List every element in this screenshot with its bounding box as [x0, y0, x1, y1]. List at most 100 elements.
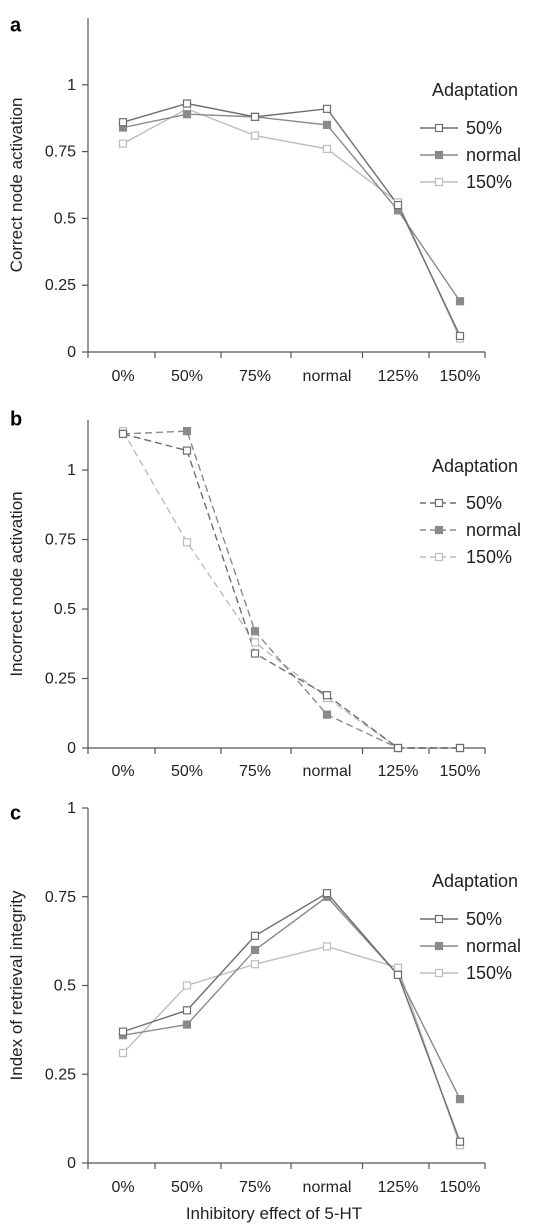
x-tick-label: normal	[303, 763, 352, 780]
data-point-s0-1	[182, 446, 192, 455]
series-line-0	[122, 102, 461, 337]
data-point-s0-1	[182, 99, 192, 108]
y-axis-label: Incorrect node activation	[7, 491, 26, 676]
legend-swatch-marker	[434, 914, 444, 924]
x-tick-label: 150%	[440, 1179, 481, 1196]
data-point-s1-5	[455, 297, 465, 306]
panel-letter: a	[10, 15, 22, 37]
legend-swatch-marker	[434, 498, 444, 508]
legend-swatch-marker	[434, 941, 444, 951]
data-point-s0-0	[118, 429, 128, 438]
y-tick-label: 0.25	[45, 1066, 76, 1083]
data-point-s1-2	[250, 627, 260, 636]
data-point-s2-0	[118, 139, 128, 148]
x-tick-label: 150%	[440, 368, 481, 385]
legend-swatch-marker	[434, 552, 444, 562]
y-tick-label: 0	[67, 344, 76, 361]
x-axis-label: Inhibitory effect of 5-HT	[186, 1204, 362, 1223]
data-point-s2-4	[393, 963, 403, 972]
legend-swatch-marker	[434, 968, 444, 978]
y-tick-label: 0	[67, 1155, 76, 1172]
y-tick-label: 0	[67, 740, 76, 757]
data-point-s0-2	[250, 931, 260, 940]
data-point-s0-2	[250, 649, 260, 658]
x-tick-label: 75%	[239, 763, 271, 780]
y-tick-label: 1	[67, 77, 76, 94]
x-tick-label: 150%	[440, 763, 481, 780]
y-tick-label: 0.25	[45, 671, 76, 688]
legend-item-label: 150%	[466, 547, 512, 567]
data-point-s2-3	[322, 942, 332, 951]
y-tick-label: 1	[67, 800, 76, 817]
data-point-s2-2	[250, 131, 260, 140]
data-point-s0-4	[393, 970, 403, 979]
x-tick-label: 50%	[171, 1179, 203, 1196]
y-tick-label: 0.5	[54, 978, 76, 995]
x-tick-label: 125%	[378, 763, 419, 780]
legend-item-label: 150%	[466, 172, 512, 192]
x-tick-label: 50%	[171, 368, 203, 385]
x-tick-label: normal	[303, 368, 352, 385]
legend-item-label: 50%	[466, 493, 502, 513]
legend-item-label: normal	[466, 936, 521, 956]
data-point-s1-1	[182, 427, 192, 436]
x-tick-label: 50%	[171, 763, 203, 780]
y-tick-label: 0.75	[45, 144, 76, 161]
legend-item-label: 50%	[466, 909, 502, 929]
data-point-s1-2	[250, 945, 260, 955]
data-point-s2-1	[182, 981, 192, 990]
data-point-s1-3	[322, 120, 332, 129]
data-point-s0-3	[322, 104, 332, 113]
y-tick-label: 0.75	[45, 532, 76, 549]
data-point-s0-3	[322, 691, 332, 700]
legend-item-label: 50%	[466, 118, 502, 138]
data-point-s2-2	[250, 638, 260, 647]
data-point-s1-1	[182, 1020, 192, 1029]
y-tick-label: 0.5	[54, 210, 76, 227]
panel-letter: b	[10, 409, 22, 431]
legend-item-label: normal	[466, 145, 521, 165]
x-tick-label: 0%	[111, 1179, 134, 1196]
x-tick-label: 125%	[378, 368, 419, 385]
y-tick-label: 0.75	[45, 889, 76, 906]
legend-swatch-marker	[434, 525, 444, 535]
x-tick-label: normal	[303, 1179, 352, 1196]
data-point-s0-1	[182, 1006, 192, 1015]
y-axis-label: Index of retrieval integrity	[7, 890, 26, 1080]
data-point-s0-0	[118, 118, 128, 127]
series-line-2	[122, 108, 461, 339]
y-tick-label: 0.5	[54, 601, 76, 618]
data-point-s0-0	[118, 1027, 128, 1036]
x-tick-label: 75%	[239, 1179, 271, 1196]
legend-item-label: normal	[466, 520, 521, 540]
y-tick-label: 0.25	[45, 277, 76, 294]
legend-swatch-marker	[434, 177, 444, 187]
x-tick-label: 125%	[378, 1179, 419, 1196]
legend-swatch-marker	[434, 123, 444, 133]
series-line-1	[122, 430, 460, 749]
legend-title: Adaptation	[432, 80, 518, 100]
series-line-1	[122, 895, 461, 1100]
legend-item-label: 150%	[466, 963, 512, 983]
legend-title: Adaptation	[432, 871, 518, 891]
chart-panel-c: c 0 0.25 0.5 0.75 1 0% 50% 75% normal 125% 150% Inde…	[7, 800, 521, 1223]
x-tick-label: 0%	[111, 368, 134, 385]
data-point-s0-5	[455, 743, 465, 753]
x-tick-label: 75%	[239, 368, 271, 385]
data-point-s1-1	[182, 110, 192, 119]
data-point-s2-1	[182, 538, 192, 547]
legend-swatch-marker	[434, 150, 444, 160]
series-line-0	[122, 433, 460, 749]
legend-title: Adaptation	[432, 456, 518, 476]
data-point-s0-4	[393, 743, 403, 753]
data-point-s0-2	[250, 112, 260, 121]
data-point-s0-5	[455, 1137, 465, 1146]
series-line-0	[122, 892, 461, 1142]
series-line-2	[122, 430, 460, 749]
data-point-s2-2	[250, 960, 260, 969]
chart-panel-a: a 0 0.25 0.5 0.75 1 0% 50% 75% normal 125% 150% Corr…	[7, 15, 521, 385]
y-tick-label: 1	[67, 462, 76, 479]
data-point-s1-3	[322, 710, 332, 719]
panel-letter: c	[10, 803, 21, 825]
